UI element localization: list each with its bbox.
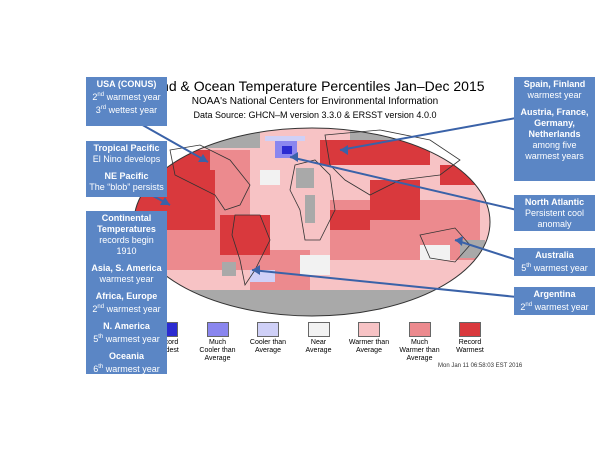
legend-item: Cooler than Average [241,322,295,355]
figure-source: Data Source: GHCN–M version 3.3.0 & ERSS… [193,110,437,120]
callout-continental-heading: Continental Temperatures [97,213,156,234]
callout-tropical-heading: Tropical Pacific [93,143,160,153]
callout-australia-text: 5th warmest year [521,263,588,273]
callout-austria-heading: Austria, France, Germany, Netherlands [520,107,589,139]
callout-spain-text: warmest year [527,90,582,100]
figure-subtitle: NOAA's National Centers for Environmenta… [191,96,439,107]
callout-namerica-text: 5th warmest year [93,334,160,344]
arrow-australia [454,239,518,261]
legend-swatch [408,322,431,337]
legend-label: Near Average [305,339,332,354]
callout-continental-temps: Continental Temperatures records begin 1… [89,213,164,257]
callout-north-atlantic-heading: North Atlantic [524,197,585,207]
callout-ne-pacific: NE Pacific The “blob” persists [89,171,164,193]
legend-label: Much Warmer than Average [399,339,440,362]
legend-swatch [459,322,481,337]
legend-label: Record Warmest [456,339,484,354]
callout-europe: Spain, Finland warmest year Austria, Fra… [514,77,595,181]
callout-australia-heading: Australia [535,250,574,260]
coastlines [169,129,471,287]
callout-continental: Continental Temperatures records begin 1… [86,211,167,374]
callout-namerica-heading: N. America [103,321,150,331]
callout-continental-text: records begin 1910 [99,235,154,256]
legend-swatch [257,322,279,337]
callout-africa: Africa, Europe 2nd warmest year [89,291,164,315]
callout-tropical-text: El Nino develops [92,154,161,164]
callout-africa-text: 2nd warmest year [92,304,161,314]
callout-africa-heading: Africa, Europe [95,291,158,301]
legend-label: Warmer than Average [348,339,390,354]
callout-asia-text: warmest year [99,274,154,284]
callout-argentina: Argentina 2nd warmest year [514,287,595,315]
legend-label: Much Cooler than Average [199,339,236,362]
callout-asia: Asia, S. America warmest year [89,263,164,285]
legend-label: Cooler than Average [249,339,287,354]
callout-ne-pacific-heading: NE Pacific [104,171,149,181]
callout-austria: Austria, France, Germany, Netherlands am… [517,107,592,162]
callout-argentina-heading: Argentina [533,289,576,299]
callout-namerica: N. America 5th warmest year [89,321,164,345]
callout-usa-line2: 3rd wettest year [95,105,158,115]
arrow-heads [160,145,463,275]
callout-ne-pacific-text: The “blob” persists [89,182,164,192]
callout-australia: Australia 5th warmest year [514,248,595,276]
legend-item: Record Warmest [443,322,497,355]
timestamp: Mon Jan 11 06:58:03 EST 2016 [438,363,523,369]
callout-pacific: Tropical Pacific El Nino develops NE Pac… [86,141,167,197]
legend-item: Near Average [292,322,346,355]
legend-swatch [307,322,330,337]
callout-oceania-text: 6th warmest year [93,364,160,374]
callout-usa: USA (CONUS) 2nd warmest year 3rd wettest… [86,77,167,126]
legend-item: Warmer than Average [342,322,396,355]
legend-swatch [206,322,229,337]
callout-asia-heading: Asia, S. America [91,263,162,273]
legend-swatch [358,322,380,337]
figure-title: Land & Ocean Temperature Percentiles Jan… [145,78,485,94]
arrow-argentina [251,269,518,298]
callout-austria-text: among five warmest years [525,140,584,161]
callout-usa-line1: 2nd warmest year [92,92,161,102]
arrow-north-atlantic [289,156,518,211]
callout-spain-heading: Spain, Finland [523,79,586,89]
callout-oceania: Oceania 6th warmest year [89,351,164,375]
callout-oceania-heading: Oceania [108,351,145,361]
arrow-spain [339,117,517,151]
legend-item: Much Cooler than Average [191,322,245,363]
callout-usa-heading: USA (CONUS) [96,79,157,89]
callout-argentina-text: 2nd warmest year [520,302,589,312]
callout-spain: Spain, Finland warmest year [517,79,592,101]
callout-tropical-pacific: Tropical Pacific El Nino develops [89,143,164,165]
callout-north-atlantic: North Atlantic Persistent cool anomaly [514,195,595,231]
legend-item: Much Warmer than Average [393,322,447,363]
callout-north-atlantic-text: Persistent cool anomaly [524,208,585,229]
